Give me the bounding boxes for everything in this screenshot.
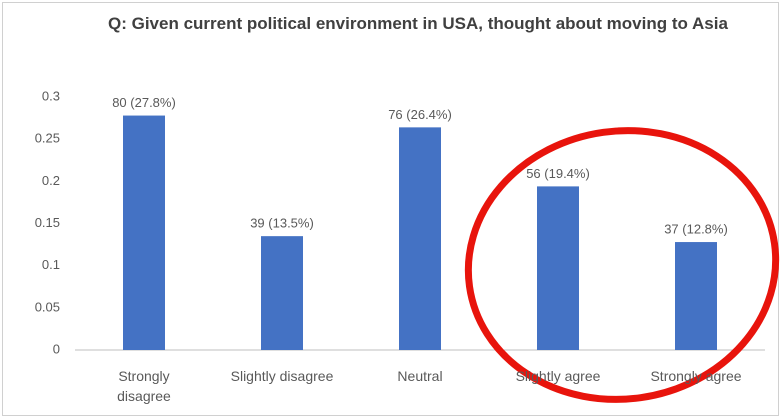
bar (675, 242, 717, 350)
value-label: 76 (26.4%) (388, 107, 452, 122)
x-tick-label: Strongly agree (650, 368, 742, 384)
y-tick-label: 0.15 (35, 215, 60, 230)
bar (537, 186, 579, 350)
y-tick-label: 0 (53, 341, 60, 356)
y-tick-label: 0.3 (42, 88, 60, 103)
value-label: 39 (13.5%) (250, 216, 314, 231)
value-label: 80 (27.8%) (112, 95, 176, 110)
y-tick-label: 0.25 (35, 131, 60, 146)
bar (261, 236, 303, 350)
chart-title: Q: Given current political environment i… (108, 14, 728, 33)
y-tick-label: 0.1 (42, 257, 60, 272)
x-tick-label: Strongly disagree (117, 368, 171, 404)
bar (399, 127, 441, 350)
value-label: 37 (12.8%) (664, 221, 728, 236)
y-tick-label: 0.05 (35, 299, 60, 314)
x-tick-label: Neutral (397, 368, 443, 384)
x-tick-label: Slightly agree (515, 368, 601, 384)
y-tick-label: 0.2 (42, 173, 60, 188)
x-tick-label: Slightly disagree (230, 368, 334, 384)
annotation-circle (464, 127, 780, 403)
value-label: 56 (19.4%) (526, 166, 590, 181)
chart-border (2, 2, 779, 416)
bar (123, 115, 165, 350)
